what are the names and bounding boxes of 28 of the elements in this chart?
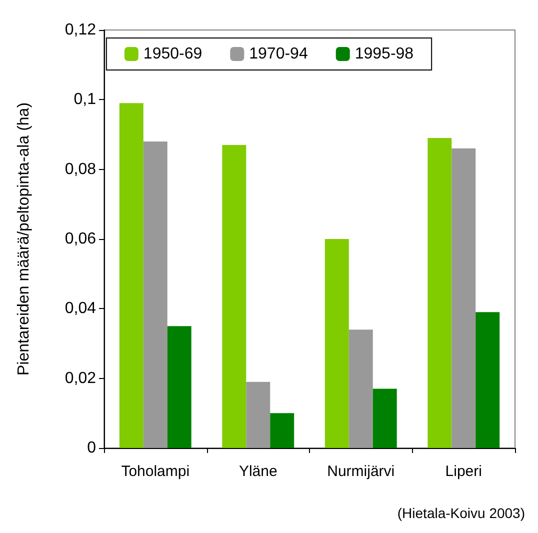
y-axis-title: Pientareiden määrä/peltopinta-ala (ha) [16,102,32,376]
x-tick-label: Nurmijärvi [327,463,395,480]
x-tick-label: Yläne [238,463,278,480]
bar [246,382,270,448]
bar [167,326,192,448]
bar [452,148,476,448]
y-tick-label: 0 [87,440,96,456]
text: (Hietala-Koivu 2003) [397,505,526,521]
legend-label: 1970-94 [249,46,308,62]
bar [476,312,500,448]
y-tick-label: 0,04 [64,300,96,318]
y-tick-label: 0,08 [64,160,96,178]
bar [372,388,397,448]
bar [143,141,168,448]
x-tick-label: Toholampi [121,463,190,480]
bar [270,413,294,448]
legend-label: 1950-69 [143,46,202,62]
x-tick-label: Liperi [445,463,482,480]
bar [428,138,452,448]
y-tick-label: 0,06 [64,230,96,248]
y-tick-label: 0,1 [74,91,96,108]
bar [222,144,246,448]
bar [324,239,349,448]
legend-label: 1995-98 [354,46,414,62]
y-tick-label: 0,02 [64,370,96,387]
bar [348,330,373,448]
bar [119,103,144,448]
y-tick-label: 0,12 [64,22,96,38]
